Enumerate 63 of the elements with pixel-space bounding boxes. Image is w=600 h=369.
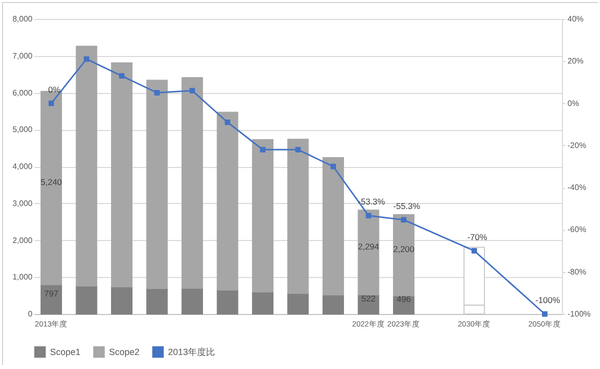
y-tick-label: 0 [28,310,34,318]
point [48,100,54,106]
bar [322,294,344,314]
data-label: 2,294 [358,241,380,252]
point [330,164,336,170]
bar [76,46,98,286]
data-label: 522 [361,293,376,304]
legend-label: Scope1 [50,347,81,357]
point [471,248,477,254]
data-label: -100% [535,295,560,305]
data-label: -55.3% [393,200,421,211]
y2-tick-label: 20% [568,56,584,66]
point [542,311,548,317]
y-tick-label: 2,000 [12,236,34,245]
y-tick-label: 8,000 [12,14,34,24]
data-label: 2,200 [393,244,415,254]
y-tick-label: 5,000 [12,125,34,134]
bar [40,284,62,314]
point [224,120,230,125]
y2-tick-label: 0% [568,98,580,108]
bar [111,62,132,288]
point [295,146,301,152]
point [260,146,266,152]
bar [111,286,132,314]
y2-tick-label: -100% [568,310,591,318]
y2-tick-label: -60% [568,225,586,234]
data-label: 797 [44,288,59,298]
data-label: 496 [396,294,412,304]
point [84,56,90,62]
bar [76,285,98,314]
y-tick-label: 3,000 [12,198,34,208]
bar [287,292,309,314]
y-tick-label: 4,000 [12,162,34,171]
y2-tick-label: -20% [568,140,586,150]
bar [358,210,380,296]
y-tick-label: 6,000 [12,88,34,98]
bar [216,112,238,291]
point [190,88,195,94]
y-tick-label: 1,000 [12,272,34,282]
data-label: -70% [467,232,488,242]
bar [287,138,309,294]
point [366,212,372,218]
data-label: 5,240 [40,177,62,187]
point [119,73,125,79]
bar [216,290,238,314]
legend-label: 2013年度比 [168,347,216,357]
y2-tick-label: 40% [568,14,584,24]
bar [393,214,414,296]
legend-label: Scope2 [109,347,140,357]
bar [146,80,168,290]
data-label: -53.3% [358,196,386,207]
bar [182,288,203,314]
bar [252,291,274,314]
bar [146,288,168,314]
y-tick-label: 7,000 [12,51,34,60]
y2-tick-label: -80% [568,267,586,276]
point [154,90,160,96]
data-label: 0% [48,84,61,94]
y2-tick-label: -40% [568,183,586,192]
point [401,217,406,223]
bar [182,77,203,289]
bar [322,157,344,296]
bar [252,139,274,292]
